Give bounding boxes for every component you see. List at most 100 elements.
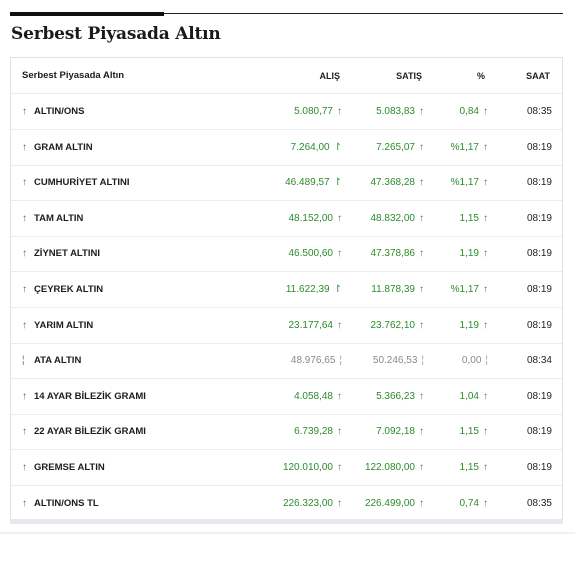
arrow-up-icon: ↑ [483,106,488,117]
arrow-up-icon: ↑ [22,177,27,189]
header-name: Serbest Piyasada Altın [22,70,125,81]
table-row[interactable]: ¦ ATA ALTIN 48.976,65 ¦ 50.246,53 ¦ 0,00 ¦ 08:34 [11,343,562,380]
arrow-up-icon: ↑ [22,319,27,331]
header-buy: ALIŞ [319,71,340,81]
table-row[interactable]: ↑ ALTIN/ONS TL 226.323,00 ↑ 226.499,00 ↑ 0,74 ↑… [11,486,562,522]
table-row[interactable]: ↑ YARIM ALTIN 23.177,64 ↑ 23.762,10 ↑ 1,19 ↑ 08:… [11,308,562,344]
row-percent: %1,17 [450,141,479,153]
table-row[interactable]: ↑ ÇEYREK ALTIN 11.622,39 ↾ 11.878,39 ↑ %1,17 ↑ 0… [11,272,562,308]
row-buy: 6.739,28 [294,426,333,438]
neutral-bar-icon: ¦ [22,355,25,367]
table-row[interactable]: ↑ 14 AYAR BİLEZİK GRAMI 4.058,48 ↑ 5.366,23 ↑… [11,379,562,415]
arrow-up-icon: ↑ [337,497,342,509]
row-percent: %1,17 [450,284,479,295]
row-buy: 4.058,48 [294,390,333,402]
arrow-up-icon: ↑ [22,390,27,402]
row-sell: 7.265,07 [376,141,415,153]
row-name-cell: ↑ ALTIN/ONS [22,94,85,130]
row-name-cell: ↑ GREMSE ALTIN [22,450,105,486]
row-name-cell: ↑ TAM ALTIN [22,201,83,237]
row-name: ALTIN/ONS [34,106,85,117]
neutral-bar-icon: ¦ [339,355,342,367]
neutral-bar-icon: ¦ [421,355,424,367]
row-sell: 23.762,10 [370,319,416,331]
row-sell: 5.366,23 [376,390,415,402]
arrow-up-icon: ↑ [483,319,488,331]
table-row[interactable]: ↑ ALTIN/ONS 5.080,77 ↑ 5.083,83 ↑ 0,84 ↑ 08:35 [11,94,562,130]
row-sell-cell: 5.083,83 ↑ [376,94,424,130]
row-buy: 5.080,77 [294,106,333,117]
row-percent-cell: 1,15 ↑ [460,450,488,486]
arrow-up-icon: ↑ [337,426,342,438]
row-buy-cell: 6.739,28 ↑ [294,414,342,450]
section-accent-bar [10,12,164,16]
row-percent: 1,15 [459,462,479,473]
arrow-up-icon: ↑ [483,141,488,153]
row-percent: %1,17 [450,177,479,189]
row-sell: 50.246,53 [372,355,418,367]
row-time: 08:35 [526,497,552,509]
arrow-up-icon: ↑ [483,284,488,295]
arrow-up-icon: ↑ [22,106,27,117]
arrow-up-icon: ↑ [337,212,342,224]
arrow-up-icon: ↑ [22,248,27,260]
row-name: 22 AYAR BİLEZİK GRAMI [34,426,146,438]
row-percent: 1,15 [459,426,479,438]
table-row[interactable]: ↑ ZİYNET ALTINI 46.500,60 ↑ 47.378,86 ↑ 1,19 ↑ 0… [11,236,562,273]
thin-arrow-up-icon: ↾ [333,177,342,189]
row-name-cell: ↑ GRAM ALTIN [22,130,93,166]
row-time: 08:34 [526,355,552,367]
row-sell-cell: 122.080,00 ↑ [365,450,424,486]
arrow-up-icon: ↑ [22,462,27,473]
row-sell: 122.080,00 [364,462,415,473]
arrow-up-icon: ↑ [337,390,342,402]
table-row[interactable]: ↑ GRAM ALTIN 7.264,00 ↾ 7.265,07 ↑ %1,17 ↑ 08:19 [11,130,562,166]
row-buy: 7.264,00 [290,141,330,153]
top-divider-line [10,13,563,14]
arrow-up-icon: ↑ [22,284,27,295]
thin-arrow-up-icon: ↾ [333,141,342,153]
row-name: 14 AYAR BİLEZİK GRAMI [34,390,146,402]
row-sell-cell: 7.265,07 ↑ [376,130,424,166]
row-time: 08:19 [526,462,552,473]
row-percent-cell: %1,17 ↑ [451,272,488,308]
table-row[interactable]: ↑ TAM ALTIN 48.152,00 ↑ 48.832,00 ↑ 1,15 ↑ 08:19 [11,201,562,237]
arrow-up-icon: ↑ [419,141,424,153]
row-percent-cell: %1,17 ↑ [451,165,488,201]
row-time: 08:19 [526,212,552,224]
row-buy-cell: 48.976,65 ¦ [291,343,342,379]
arrow-up-icon: ↑ [483,390,488,402]
arrow-up-icon: ↑ [483,177,488,189]
arrow-up-icon: ↑ [22,141,27,153]
row-sell: 7.092,18 [376,426,415,438]
row-time: 08:19 [526,177,552,189]
row-buy-cell: 46.489,57 ↾ [285,165,342,201]
table-row[interactable]: ↑ GREMSE ALTIN 120.010,00 ↑ 122.080,00 ↑ 1,15 ↑… [11,450,562,486]
row-name-cell: ↑ YARIM ALTIN [22,308,93,344]
arrow-up-icon: ↑ [419,106,424,117]
row-buy-cell: 226.323,00 ↑ [283,486,342,522]
table-row[interactable]: ↑ 22 AYAR BİLEZİK GRAMI 6.739,28 ↑ 7.092,18 ↑… [11,414,562,451]
row-percent-cell: 1,19 ↑ [460,308,488,344]
row-buy: 48.152,00 [288,212,334,224]
row-name: ALTIN/ONS TL [34,497,99,509]
row-time: 08:19 [526,141,552,153]
row-sell-cell: 50.246,53 ¦ [373,343,424,379]
row-buy-cell: 46.500,60 ↑ [289,236,343,272]
row-name: TAM ALTIN [34,212,84,224]
row-percent-cell: 0,84 ↑ [460,94,488,130]
row-buy-cell: 11.622,39 ↾ [286,272,342,308]
arrow-up-icon: ↑ [419,248,424,260]
arrow-up-icon: ↑ [22,212,27,224]
row-percent-cell: 0,00 ¦ [462,343,488,379]
row-sell-cell: 7.092,18 ↑ [376,414,424,450]
row-time: 08:19 [526,426,552,438]
row-percent: 0,74 [459,497,479,509]
row-sell: 47.378,86 [370,248,416,260]
table-row[interactable]: ↑ CUMHURİYET ALTINI 46.489,57 ↾ 47.368,28 ↑ %1… [11,165,562,202]
arrow-up-icon: ↑ [483,497,488,509]
arrow-up-icon: ↑ [419,390,424,402]
row-percent: 1,04 [459,390,479,402]
row-percent: 1,15 [459,212,479,224]
arrow-up-icon: ↑ [337,248,342,260]
